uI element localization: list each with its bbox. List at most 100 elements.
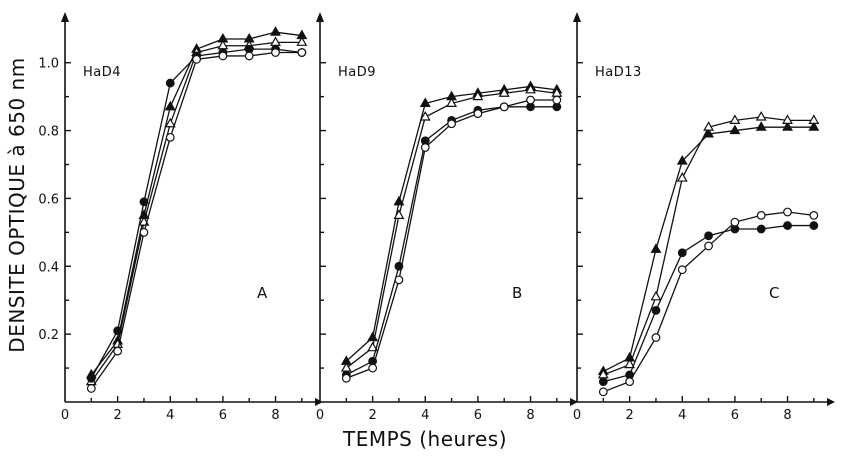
data-point: [676, 155, 688, 165]
data-point: [113, 326, 123, 336]
y-axis-arrow: [61, 12, 69, 22]
y-tick-label: 0.8: [38, 125, 59, 140]
y-tick-label: 1.0: [38, 57, 59, 72]
data-point: [341, 373, 351, 383]
data-point: [598, 387, 608, 397]
data-point: [783, 207, 792, 217]
data-point: [677, 265, 687, 275]
data-point: [809, 210, 819, 220]
data-point: [419, 110, 431, 121]
x-tick-label: 0: [316, 408, 324, 423]
data-point: [650, 243, 662, 253]
data-point: [393, 195, 405, 206]
x-tick-label: 4: [678, 408, 686, 423]
series-2: [597, 110, 820, 379]
data-point: [164, 117, 176, 128]
data-point: [755, 121, 767, 131]
data-point: [113, 346, 123, 356]
data-point: [86, 373, 96, 383]
panel-letter: C: [769, 284, 779, 302]
x-axis-arrow: [827, 398, 835, 406]
x-axis-label: TEMPS (heures): [342, 427, 507, 451]
data-point: [729, 114, 741, 124]
panel-letter: B: [512, 284, 522, 302]
x-tick-label: 6: [731, 408, 739, 423]
series-4: [598, 207, 819, 397]
data-point: [704, 241, 713, 251]
series-3: [86, 44, 307, 383]
series-line: [346, 99, 557, 379]
data-point: [498, 87, 510, 97]
data-point: [756, 210, 766, 220]
data-point: [703, 127, 715, 138]
data-point: [782, 114, 793, 124]
data-point: [472, 90, 484, 101]
data-point: [192, 54, 201, 64]
x-tick-label: 4: [166, 408, 174, 423]
data-point: [525, 83, 536, 94]
series-line: [345, 89, 557, 369]
data-point: [393, 209, 405, 219]
x-tick-label: 4: [421, 408, 429, 423]
x-tick-label: 8: [271, 408, 279, 423]
panel-title: HaD9: [338, 65, 376, 80]
data-point: [651, 333, 661, 342]
data-point: [676, 172, 688, 182]
series-4: [86, 48, 307, 393]
data-point: [677, 248, 687, 258]
x-tick-label: 2: [625, 408, 633, 423]
y-tick-label: 0.4: [38, 260, 59, 275]
data-point: [165, 132, 175, 142]
data-point: [598, 377, 608, 387]
data-point: [164, 100, 176, 111]
data-point: [446, 97, 458, 108]
data-point: [703, 121, 715, 131]
data-point: [808, 114, 820, 124]
data-point: [447, 119, 456, 129]
panel-1: 0 2 4 6 8 0.2 0.4 0.6 0.8 1.0 HaD4 A: [38, 12, 323, 423]
x-axis-arrow: [315, 398, 323, 406]
data-point: [297, 48, 307, 57]
data-point: [473, 109, 483, 119]
panel-3: 0 2 4 6 8 HaD13 C: [573, 12, 835, 423]
x-tick-label: 8: [783, 408, 791, 423]
data-point: [808, 121, 820, 131]
data-point: [419, 97, 431, 108]
data-point: [244, 51, 254, 61]
data-point: [704, 231, 713, 241]
panel-title: HaD13: [595, 65, 642, 80]
data-point: [367, 341, 379, 352]
data-point: [729, 124, 741, 135]
data-point: [624, 358, 636, 369]
data-point: [809, 221, 819, 230]
data-point: [271, 48, 280, 57]
panel-2: 0 2 4 6 8 HaD9 B: [316, 12, 578, 423]
x-axis-arrow: [570, 398, 578, 406]
series-line: [346, 106, 557, 376]
y-axis-arrow: [573, 12, 581, 22]
data-point: [86, 384, 96, 393]
data-point: [270, 36, 281, 46]
data-point: [218, 51, 228, 61]
data-point: [526, 95, 535, 105]
data-point: [368, 363, 378, 373]
data-point: [650, 290, 662, 301]
data-point: [625, 377, 635, 387]
data-point: [139, 197, 149, 207]
y-tick-label: 0.2: [38, 328, 59, 343]
series-line: [90, 41, 302, 383]
x-tick-label: 6: [219, 408, 227, 423]
x-tick-label: 8: [526, 408, 534, 423]
data-point: [730, 217, 740, 227]
y-axis-arrow: [316, 12, 324, 22]
series-3: [598, 221, 819, 387]
y-axis-label: DENSITE OPTIQUE à 650 nm: [5, 57, 29, 352]
data-point: [756, 224, 766, 234]
panels: 0 2 4 6 8 0.2 0.4 0.6 0.8 1.0 HaD4 A 0 2 4 6 8 HaD9 B 0 2 4 6 8…: [38, 12, 835, 423]
x-tick-label: 0: [61, 408, 69, 423]
data-point: [394, 275, 404, 285]
panel-letter: A: [257, 284, 268, 302]
data-point: [651, 305, 661, 315]
